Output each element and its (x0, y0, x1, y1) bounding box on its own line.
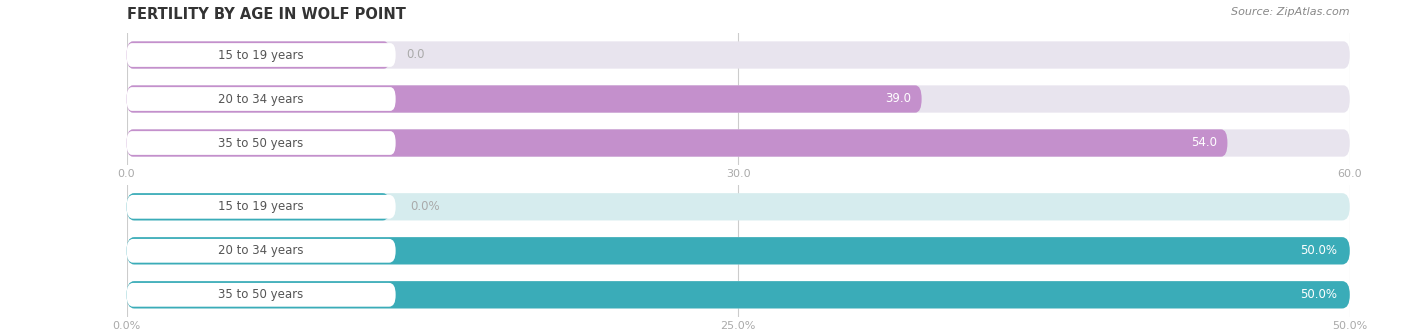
FancyBboxPatch shape (127, 87, 395, 111)
Text: 50.0%: 50.0% (1301, 288, 1337, 301)
FancyBboxPatch shape (127, 281, 1350, 309)
FancyBboxPatch shape (127, 237, 1350, 264)
FancyBboxPatch shape (127, 283, 395, 307)
Text: 35 to 50 years: 35 to 50 years (218, 288, 304, 301)
FancyBboxPatch shape (127, 193, 1350, 220)
Text: 20 to 34 years: 20 to 34 years (218, 244, 304, 257)
FancyBboxPatch shape (127, 281, 1350, 309)
Text: 35 to 50 years: 35 to 50 years (218, 137, 304, 149)
Text: 20 to 34 years: 20 to 34 years (218, 92, 304, 106)
FancyBboxPatch shape (127, 129, 1227, 157)
FancyBboxPatch shape (127, 41, 391, 69)
Text: FERTILITY BY AGE IN WOLF POINT: FERTILITY BY AGE IN WOLF POINT (127, 7, 405, 21)
FancyBboxPatch shape (127, 41, 1350, 69)
FancyBboxPatch shape (127, 131, 395, 155)
Text: 0.0: 0.0 (406, 49, 425, 61)
FancyBboxPatch shape (127, 43, 395, 67)
Text: 15 to 19 years: 15 to 19 years (218, 200, 304, 213)
Text: 39.0: 39.0 (886, 92, 911, 106)
FancyBboxPatch shape (127, 193, 391, 220)
FancyBboxPatch shape (127, 195, 395, 219)
Text: 15 to 19 years: 15 to 19 years (218, 49, 304, 61)
FancyBboxPatch shape (127, 85, 1350, 113)
Text: Source: ZipAtlas.com: Source: ZipAtlas.com (1232, 7, 1350, 16)
Text: 54.0: 54.0 (1191, 137, 1218, 149)
FancyBboxPatch shape (127, 239, 395, 263)
FancyBboxPatch shape (127, 129, 1350, 157)
Text: 50.0%: 50.0% (1301, 244, 1337, 257)
Text: 0.0%: 0.0% (409, 200, 440, 213)
FancyBboxPatch shape (127, 237, 1350, 264)
FancyBboxPatch shape (127, 85, 922, 113)
